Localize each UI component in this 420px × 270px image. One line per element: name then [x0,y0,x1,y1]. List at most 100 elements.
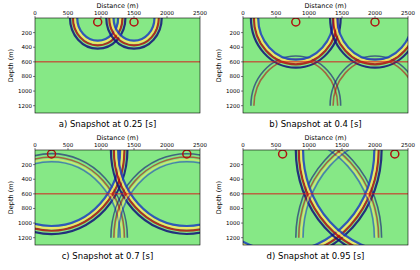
x-tick-label: 1500 [335,10,349,16]
y-tick-label: 200 [230,162,241,168]
panel: 0500100015002000250020040060080010001200… [7,2,207,129]
x-tick-label: 1000 [94,10,108,16]
y-tick [241,47,243,48]
wavefront [333,18,408,64]
caption: c) Snapshot at 0.7 [s] [62,251,154,261]
source-ripple [48,150,56,158]
y-tick [33,91,35,92]
source-ripple [94,18,102,26]
wavefront [258,18,333,60]
x-tick [167,148,168,150]
x-tick-label: 2500 [193,142,207,148]
x-tick-label: 1000 [302,142,316,148]
y-tick [241,208,243,209]
figure: 0500100015002000250020040060080010001200… [0,0,420,270]
source-ripple [183,150,191,158]
x-tick [276,148,277,150]
x-tick [200,16,201,18]
wavefield [35,18,200,62]
y-tick [33,179,35,180]
x-tick-label: 500 [63,10,74,16]
y-tick-label: 400 [230,44,241,50]
wavefront [111,150,200,234]
x-axis-label: Distance (m) [305,2,347,10]
wavefield [35,150,200,238]
x-tick [101,148,102,150]
caption: d) Snapshot at 0.95 [s] [267,251,365,261]
x-tick-label: 2500 [401,142,415,148]
y-tick-label: 800 [230,205,241,211]
y-tick [241,105,243,106]
x-tick-label: 1000 [94,142,108,148]
y-tick-label: 200 [22,30,33,36]
y-tick-label: 400 [22,176,33,182]
y-tick [241,91,243,92]
plot-frame [243,18,408,113]
reflected-wavefront [118,162,200,238]
x-tick [375,148,376,150]
x-tick [309,16,310,18]
wavefront [112,18,157,43]
y-tick-label: 600 [22,59,33,65]
plot-frame [35,150,200,245]
reflected-wavefront [254,59,338,105]
wavefront [299,150,408,245]
x-tick [408,16,409,18]
x-tick [134,16,135,18]
x-tick-label: 1500 [127,142,141,148]
x-tick-label: 2000 [160,142,174,148]
y-tick-label: 800 [22,205,33,211]
x-tick-label: 0 [241,142,245,148]
x-tick [375,16,376,18]
x-tick-label: 1000 [302,10,316,16]
y-tick-label: 1000 [226,88,240,94]
wavefront [109,18,159,45]
x-tick-label: 2000 [160,10,174,16]
x-tick [35,148,36,150]
wavefield [243,150,408,245]
x-tick-label: 1500 [335,142,349,148]
y-tick [241,76,243,77]
x-axis-label: Distance (m) [305,134,347,142]
source-ripple [391,150,399,158]
wavefront [335,18,408,62]
panel: 0500100015002000250020040060080010001200… [184,128,420,261]
y-tick [33,223,35,224]
y-tick-label: 800 [230,73,241,79]
y-tick-label: 400 [22,44,33,50]
interface-line [35,193,200,194]
y-tick-label: 1200 [226,235,240,241]
y-tick-label: 600 [230,59,241,65]
interface-line [35,61,200,62]
plot-background [243,18,408,113]
y-tick [241,32,243,33]
y-tick-label: 1200 [226,103,240,109]
source-ripple [371,18,379,26]
x-tick-label: 2500 [401,10,415,16]
wavefront [301,150,408,245]
y-tick [33,32,35,33]
x-tick-label: 500 [271,10,282,16]
x-tick [342,148,343,150]
x-tick-label: 2500 [193,10,207,16]
y-tick-label: 1000 [18,220,32,226]
x-tick [68,148,69,150]
y-axis-label: Depth (m) [215,181,223,214]
x-tick-label: 0 [33,10,37,16]
y-tick [33,164,35,165]
x-tick [134,148,135,150]
interface-line [243,61,408,62]
source-ripple [279,150,287,158]
plot-background [35,18,200,113]
y-tick [241,223,243,224]
y-tick-label: 200 [22,162,33,168]
y-tick [33,208,35,209]
y-tick-label: 1200 [18,103,32,109]
x-tick-label: 2000 [368,142,382,148]
x-tick-label: 2000 [368,10,382,16]
x-tick-label: 1500 [127,10,141,16]
wavefront [330,18,408,68]
wavefront [296,150,408,245]
panel: 0500100015002000250020040060080010001200… [215,2,420,129]
x-tick-label: 500 [63,142,74,148]
